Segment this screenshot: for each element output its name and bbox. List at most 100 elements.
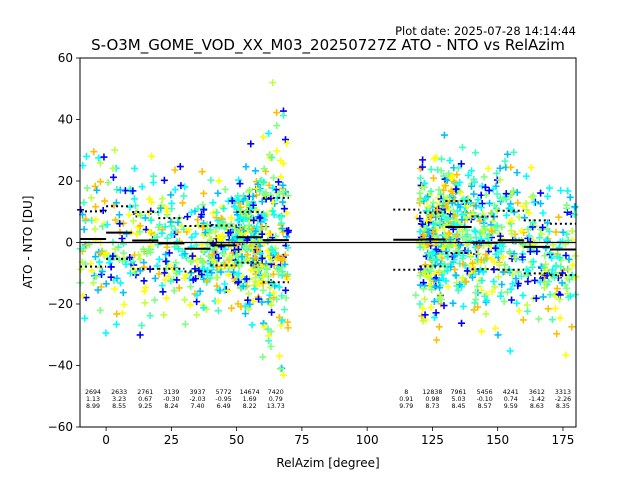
data-point [215,177,223,185]
data-point [205,252,213,260]
data-point [515,307,523,315]
data-point [276,157,284,165]
data-point [458,319,466,327]
data-point [436,291,444,299]
data-point [563,230,571,238]
data-point [162,250,170,258]
data-point [182,254,190,262]
data-point [235,196,243,204]
data-point [187,269,195,277]
data-point [564,187,572,195]
data-point [95,258,103,266]
data-point [488,255,496,263]
bin-mean-label: -0.10 [476,396,492,403]
data-point [160,176,168,184]
data-point [220,205,228,213]
data-point [274,178,282,186]
data-point [112,199,120,207]
data-point [478,327,486,335]
data-point [235,278,243,286]
data-point [416,300,424,308]
data-point [451,252,459,260]
data-point [565,255,573,263]
data-point [454,286,462,294]
data-point [435,276,443,284]
data-point [96,306,104,314]
data-point [109,164,117,172]
data-point [194,205,202,213]
data-point [236,213,244,221]
data-point [100,153,108,161]
data-point [101,197,109,205]
data-point [441,231,449,239]
data-point [485,187,493,195]
data-point [94,286,102,294]
data-point [252,191,260,199]
data-point [530,198,538,206]
data-point [138,183,146,191]
data-point [429,255,437,263]
data-point [91,182,99,190]
data-point [428,286,436,294]
data-point [113,310,121,318]
data-point [158,282,166,290]
data-point [87,194,95,202]
data-point [79,244,87,252]
data-point [187,208,195,216]
data-point [279,112,287,120]
data-point [435,267,443,275]
bin-std-label: 8.57 [478,403,492,410]
data-point [92,203,100,211]
data-point [444,283,452,291]
data-point [277,213,285,221]
bin-count-label: 3937 [189,389,205,396]
data-point [551,304,559,312]
data-point [147,216,155,224]
data-point [430,174,438,182]
data-point [249,201,257,209]
data-point [214,297,222,305]
y-tick-label: 60 [58,51,73,65]
data-point [273,109,281,117]
data-point [568,227,576,235]
data-point [96,159,104,167]
data-point [508,296,516,304]
data-point [154,209,162,216]
data-point [155,270,163,278]
data-point [181,320,189,328]
data-point [196,287,204,295]
data-point [251,274,259,282]
data-point [491,283,499,291]
data-point [129,258,137,266]
data-point [242,214,250,222]
data-point [496,232,504,240]
data-point [278,256,286,264]
data-point [568,271,576,279]
data-point [163,243,171,251]
data-point [478,277,486,285]
data-point [246,256,254,264]
data-point [175,284,183,292]
data-point [92,216,100,224]
bin-count-label: 3313 [555,389,571,396]
data-point [280,306,288,314]
data-point [474,196,482,204]
data-point [420,285,428,293]
data-point [568,323,576,331]
data-point [111,245,119,253]
data-point [566,292,574,300]
data-point [452,272,460,280]
data-point [107,263,115,271]
data-point [472,296,480,304]
data-point [206,226,214,234]
data-point [107,273,115,281]
data-point [109,173,117,181]
data-point [440,131,448,139]
data-point [435,205,443,213]
data-points [76,79,580,379]
data-point [470,226,478,234]
data-point [259,279,267,287]
data-point [493,222,501,230]
data-point [477,256,485,264]
data-point [208,256,216,264]
